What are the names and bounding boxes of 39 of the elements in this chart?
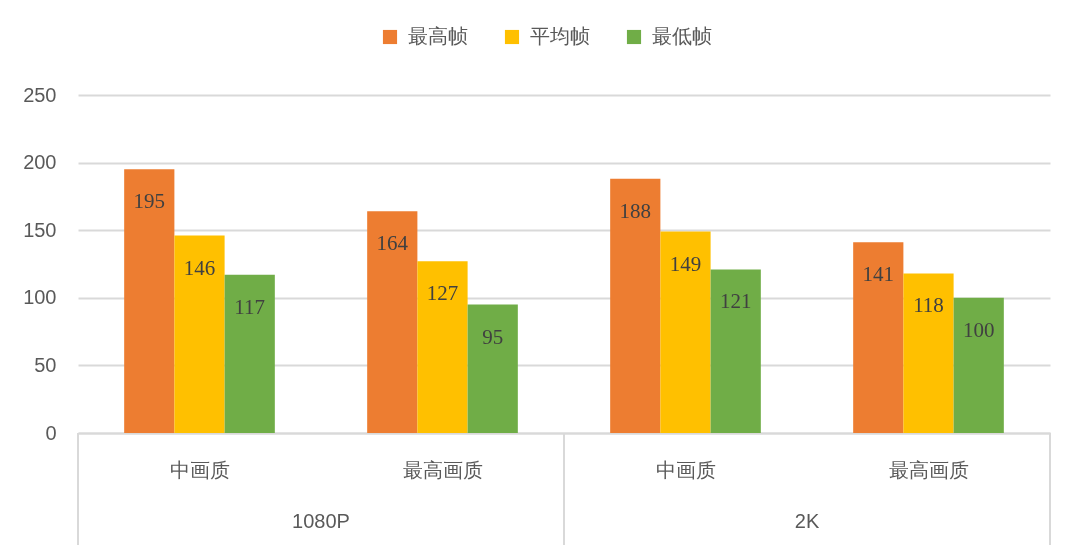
data-label: 95: [482, 324, 504, 349]
x-tick-label: 中画质: [655, 458, 716, 481]
y-tick-label: 0: [45, 421, 57, 444]
data-label: 117: [234, 294, 266, 319]
bar: [467, 304, 518, 433]
data-label: 195: [133, 189, 166, 214]
data-label: 146: [183, 255, 216, 280]
data-label: 121: [719, 289, 752, 314]
y-tick-label: 200: [23, 151, 57, 174]
bar: [124, 169, 175, 433]
data-label: 164: [376, 231, 409, 256]
bar: [710, 269, 761, 433]
bar: [853, 242, 904, 433]
legend-label: 平均帧: [530, 25, 590, 47]
bar: [417, 261, 468, 433]
x-tick-label: 中画质: [169, 458, 230, 481]
bar: [953, 297, 1004, 433]
bar: [660, 231, 711, 433]
data-label: 100: [962, 317, 995, 342]
y-tick-label: 150: [23, 218, 57, 241]
bar: [903, 273, 954, 433]
x-tick-label: 最高画质: [402, 458, 483, 481]
y-tick-label: 50: [34, 353, 57, 376]
y-tick-label: 250: [23, 83, 57, 106]
legend-label: 最高帧: [408, 25, 468, 47]
data-label: 188: [619, 198, 652, 223]
x-tick-label: 最高画质: [888, 458, 969, 481]
text: 2K: [794, 510, 820, 532]
data-label: 149: [669, 251, 702, 276]
bar: [367, 211, 418, 433]
legend-label: 最低帧: [652, 25, 712, 47]
bar: [224, 274, 275, 433]
y-tick-label: 100: [23, 286, 57, 309]
data-label: 141: [862, 262, 895, 287]
bar: [610, 178, 661, 433]
data-label: 118: [913, 293, 944, 318]
data-label: 127: [426, 281, 459, 306]
text: 1080P: [292, 510, 350, 532]
bar: [174, 235, 225, 433]
